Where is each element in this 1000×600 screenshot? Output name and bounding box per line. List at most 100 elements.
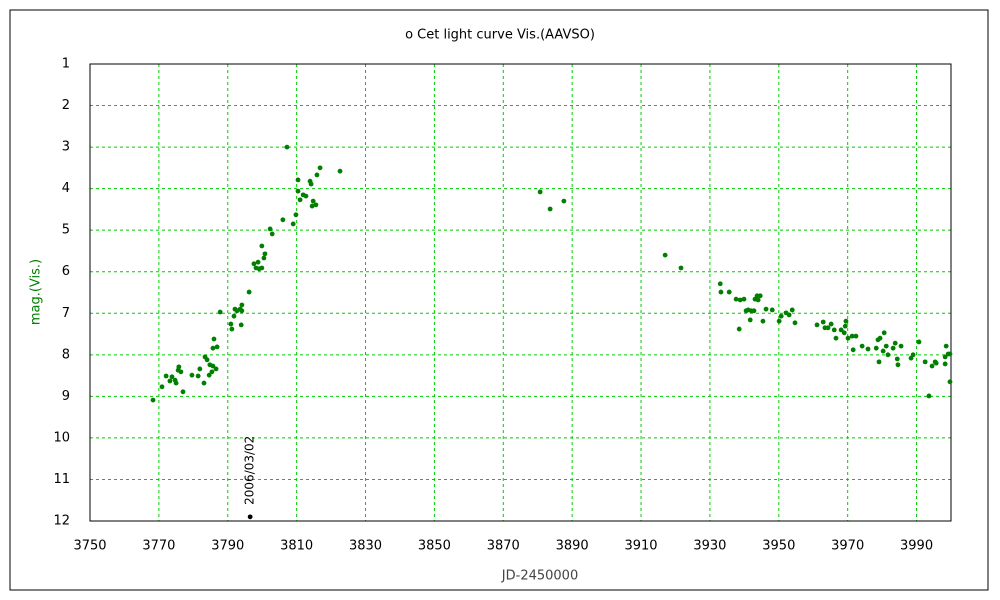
y-tick-label: 7 <box>62 306 70 321</box>
point <box>942 361 948 367</box>
point <box>717 281 723 287</box>
point <box>865 346 871 352</box>
point <box>269 231 275 237</box>
point <box>159 384 165 390</box>
point <box>310 198 316 204</box>
point <box>262 251 268 257</box>
point <box>892 340 898 346</box>
point <box>678 265 684 271</box>
point <box>308 181 314 187</box>
point <box>214 344 220 350</box>
x-axis-label: JD-2450000 <box>501 569 578 584</box>
point <box>894 356 900 362</box>
point <box>169 374 175 380</box>
point <box>760 318 766 324</box>
point <box>313 202 319 208</box>
point <box>792 320 798 326</box>
point <box>267 226 273 232</box>
point <box>173 380 179 386</box>
x-tick-label: 3970 <box>831 539 864 554</box>
point <box>843 318 849 324</box>
point <box>337 168 343 174</box>
y-tick-label: 4 <box>62 181 70 196</box>
x-tick-label: 3850 <box>418 539 451 554</box>
y-tick-label: 12 <box>53 514 70 529</box>
x-tick-label: 3930 <box>693 539 726 554</box>
point <box>259 265 265 271</box>
point <box>895 362 901 368</box>
point <box>537 189 543 195</box>
point <box>238 322 244 328</box>
point <box>849 333 855 339</box>
point <box>229 326 235 332</box>
point <box>180 389 186 395</box>
point <box>195 373 201 379</box>
point <box>718 289 724 295</box>
y-tick-label: 1 <box>62 57 70 72</box>
point <box>933 360 939 366</box>
point <box>831 327 837 333</box>
frame <box>9 9 989 591</box>
point <box>926 393 932 399</box>
point <box>561 198 567 204</box>
point <box>757 293 763 299</box>
y-tick-label: 11 <box>53 472 70 487</box>
point <box>163 373 169 379</box>
annotation-point <box>247 514 253 520</box>
point <box>859 343 865 349</box>
point <box>228 321 234 327</box>
point <box>786 312 792 318</box>
y-tick-label: 9 <box>62 389 70 404</box>
point <box>942 354 948 360</box>
point <box>176 364 182 370</box>
point <box>189 372 195 378</box>
x-tick-label: 3790 <box>211 539 244 554</box>
point <box>841 330 847 336</box>
point <box>733 296 739 302</box>
point <box>741 296 747 302</box>
point <box>204 357 210 363</box>
point <box>255 259 261 265</box>
annotation: 2006/03/02 <box>243 436 257 505</box>
point <box>239 308 245 314</box>
point <box>755 297 761 303</box>
x-tick-label: 3750 <box>73 539 106 554</box>
point <box>210 363 216 369</box>
point <box>890 345 896 351</box>
point <box>295 188 301 194</box>
point <box>211 336 217 342</box>
point <box>947 351 953 357</box>
x-tick-label: 3810 <box>280 539 313 554</box>
point <box>726 289 732 295</box>
point <box>290 221 296 227</box>
point <box>910 352 916 358</box>
point <box>850 347 856 353</box>
point <box>833 335 839 341</box>
point <box>789 307 795 313</box>
y-tick-label: 2 <box>62 98 70 113</box>
point <box>239 302 245 308</box>
point <box>295 177 301 183</box>
point <box>877 335 883 341</box>
point <box>547 206 553 212</box>
point <box>317 165 323 171</box>
x-tick-label: 3910 <box>624 539 657 554</box>
point <box>929 363 935 369</box>
point <box>197 366 203 372</box>
point <box>737 297 743 303</box>
point <box>814 322 820 328</box>
point <box>876 359 882 365</box>
point <box>751 308 757 314</box>
point <box>838 327 844 333</box>
point <box>842 323 848 329</box>
x-tick-label: 3870 <box>487 539 520 554</box>
point <box>820 319 826 325</box>
point <box>246 289 252 295</box>
point <box>943 343 949 349</box>
y-tick-label: 6 <box>62 264 70 279</box>
point <box>778 313 784 319</box>
point <box>209 369 215 375</box>
y-tick-label: 3 <box>62 140 70 155</box>
chart-title: ο Cet light curve Vis.(AAVSO) <box>405 28 595 43</box>
point <box>259 243 265 249</box>
